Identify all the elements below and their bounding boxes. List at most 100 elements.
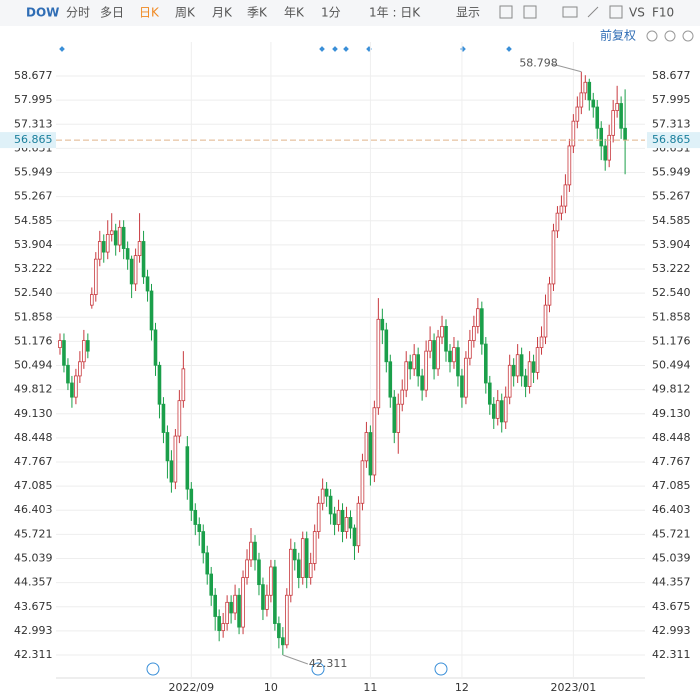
candle-body — [348, 517, 353, 529]
y-tick-label-right: 49.130 — [652, 407, 691, 420]
tab[interactable]: 1分 — [321, 6, 341, 20]
candle-body — [424, 350, 428, 391]
candle-body — [245, 559, 249, 578]
settings-icon[interactable] — [499, 5, 513, 19]
candle-body — [105, 233, 110, 253]
y-tick-label: 49.130 — [14, 407, 53, 420]
tab[interactable]: 年K — [284, 6, 305, 20]
vs-button[interactable]: VS — [629, 6, 645, 20]
y-tick-label: 52.540 — [14, 286, 53, 299]
fullscreen-icon[interactable] — [609, 5, 623, 19]
reset-icon[interactable] — [646, 30, 658, 42]
candle-body — [607, 134, 611, 161]
adjust-select[interactable]: 前复权 — [600, 28, 636, 43]
candle-body — [213, 594, 217, 617]
candle-body — [519, 354, 524, 377]
bottom-events — [146, 662, 448, 676]
y-tick-label: 55.267 — [14, 190, 53, 203]
y-tick-label: 55.949 — [14, 166, 53, 179]
tab[interactable]: 日K — [139, 6, 160, 20]
y-tick-label-right: 42.311 — [652, 648, 691, 661]
candle-body — [619, 103, 623, 129]
candle-body — [300, 538, 305, 578]
tab[interactable]: 季K — [247, 6, 268, 20]
candle-body — [412, 354, 416, 370]
candle-body — [157, 364, 162, 405]
candle-body — [372, 407, 377, 476]
candle-body — [464, 357, 468, 398]
candle-body — [579, 92, 584, 108]
candle-body — [197, 524, 202, 532]
y-tick-label-right: 47.085 — [652, 479, 691, 492]
range-select[interactable]: 1年 : 日K — [369, 6, 421, 20]
candle-body — [420, 375, 424, 391]
y-tick-label-right: 47.767 — [652, 455, 691, 468]
candle-body — [316, 502, 321, 532]
y-tick-label: 57.995 — [14, 93, 53, 106]
event-icon[interactable] — [146, 662, 160, 676]
price-tag-bg — [647, 132, 700, 149]
candle-body — [113, 230, 118, 246]
candle-body — [448, 350, 452, 363]
candle-body — [221, 623, 225, 632]
event-icon[interactable] — [434, 662, 448, 676]
candle-body — [368, 432, 373, 476]
candle-body — [440, 325, 444, 338]
checkbox[interactable] — [523, 5, 537, 19]
x-tick-label: 12 — [455, 681, 469, 694]
tab[interactable]: 多日 — [100, 6, 124, 20]
y-tick-label: 47.085 — [14, 479, 53, 492]
candle-body — [205, 552, 210, 575]
candle-body — [436, 336, 440, 370]
event-marker[interactable] — [366, 46, 372, 52]
candle-body — [225, 601, 229, 624]
candle-body — [599, 127, 604, 147]
event-marker[interactable] — [460, 46, 466, 52]
zoom-out-icon[interactable] — [664, 30, 676, 42]
y-tick-label-right: 52.540 — [652, 286, 691, 299]
candle-body — [161, 403, 166, 433]
y-tick-label-right: 51.858 — [652, 310, 691, 323]
candle-body — [249, 541, 253, 561]
candle-body — [90, 294, 94, 306]
candle-body — [555, 212, 560, 232]
candle-body — [265, 594, 269, 610]
price-tag-bg — [0, 132, 56, 149]
y-tick-label-right: 42.993 — [652, 624, 691, 637]
candle-body — [392, 396, 397, 433]
tab[interactable]: 周K — [175, 6, 196, 20]
display-menu[interactable]: 显示 — [456, 6, 480, 20]
candle-body — [543, 304, 548, 338]
candle-body — [396, 403, 401, 433]
candle-body — [575, 106, 580, 122]
zoom-in-icon[interactable] — [682, 30, 694, 42]
candle-body — [551, 230, 556, 285]
candle-body — [62, 340, 66, 366]
y-tick-label: 46.403 — [14, 503, 53, 516]
y-tick-label: 48.448 — [14, 431, 53, 444]
y-tick-label-right: 53.904 — [652, 238, 691, 251]
candle-body — [125, 248, 130, 260]
event-marker[interactable] — [59, 46, 65, 52]
tab[interactable]: 分时 — [66, 6, 90, 20]
y-tick-label: 51.176 — [14, 334, 53, 347]
event-marker[interactable] — [506, 46, 512, 52]
candle-body — [229, 601, 233, 614]
draw-icon[interactable] — [587, 6, 599, 18]
tab[interactable]: 月K — [212, 6, 233, 20]
f10-button[interactable]: F10 — [652, 6, 674, 20]
candle-body — [384, 329, 389, 363]
event-marker[interactable] — [343, 46, 349, 52]
event-marker[interactable] — [332, 46, 338, 52]
camera-icon[interactable] — [562, 6, 578, 18]
symbol[interactable]: DOW — [26, 6, 59, 20]
event-marker[interactable] — [319, 46, 325, 52]
candle-body — [273, 566, 277, 624]
candle-body — [141, 241, 146, 278]
candle-body — [547, 283, 552, 306]
candle-body — [571, 120, 576, 147]
max-label: 58.798 — [519, 57, 558, 70]
y-tick-label-right: 55.949 — [652, 166, 691, 179]
event-icon[interactable] — [311, 662, 325, 676]
